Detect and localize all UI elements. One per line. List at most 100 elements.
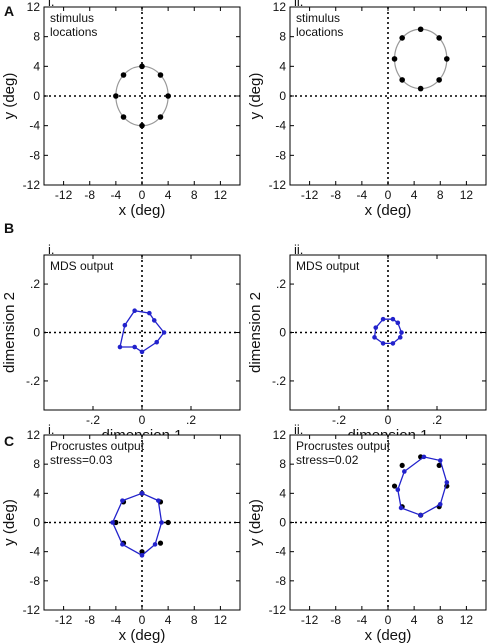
y-tick-label: 0 xyxy=(33,89,40,103)
y-tick-label: 4 xyxy=(33,59,40,73)
output-point xyxy=(161,330,167,335)
output-point xyxy=(437,501,443,507)
x-tick-label: -8 xyxy=(330,188,341,202)
panel-annotation: stimulus xyxy=(296,11,340,25)
x-tick-label: 0 xyxy=(385,188,392,202)
x-tick-label: .2 xyxy=(186,413,196,427)
x-tick-label: .2 xyxy=(432,413,442,427)
output-point xyxy=(110,520,115,525)
y-axis-label: dimension 2 xyxy=(1,292,18,373)
x-tick-label: -4 xyxy=(111,613,122,627)
stimulus-point xyxy=(120,72,127,78)
panel-annotation: Procrustes output xyxy=(296,439,391,453)
output-point xyxy=(402,469,407,474)
y-tick-label: 12 xyxy=(273,428,287,442)
output-point xyxy=(132,308,137,314)
y-tick-label: -8 xyxy=(29,148,40,162)
output-point xyxy=(139,553,145,558)
stimulus-point xyxy=(399,77,405,83)
row-letter-b: B xyxy=(4,220,14,236)
y-tick-label: -12 xyxy=(23,603,41,617)
x-tick-label: -4 xyxy=(111,188,122,202)
output-point xyxy=(132,344,137,350)
stimulus-point xyxy=(165,519,171,526)
y-tick-label: 0 xyxy=(279,326,286,340)
output-point xyxy=(390,316,396,322)
output-point xyxy=(122,322,128,328)
x-tick-label: 8 xyxy=(437,188,444,202)
y-tick-label: -4 xyxy=(275,119,286,133)
y-tick-label: -4 xyxy=(275,545,286,559)
x-tick-label: -4 xyxy=(357,188,368,202)
output-point xyxy=(151,318,157,323)
x-tick-label: 8 xyxy=(191,188,198,202)
output-point xyxy=(418,512,423,518)
stimulus-point xyxy=(165,93,171,99)
output-point xyxy=(117,344,123,350)
series-line xyxy=(119,309,165,353)
y-tick-label: 12 xyxy=(27,0,41,14)
x-tick-label: 12 xyxy=(460,613,474,627)
row-letter-c: C xyxy=(4,433,14,449)
output-point xyxy=(373,325,379,330)
stimulus-point xyxy=(436,35,442,41)
x-axis-label: x (deg) xyxy=(119,627,166,644)
output-point xyxy=(139,349,145,355)
x-tick-label: 8 xyxy=(437,613,444,627)
output-point xyxy=(397,335,403,340)
output-point xyxy=(152,542,158,547)
panel-annotation: Procrustes output xyxy=(50,439,145,453)
output-point xyxy=(399,330,404,335)
panel-annotation: MDS output xyxy=(296,259,360,273)
panel-c-ii: -12 -8 -4 0 4 8 12 -12 -8 -4 0 4 8 12 x (deg) y (deg) ii… xyxy=(247,422,487,644)
stimulus-point xyxy=(436,77,442,83)
y-tick-label: -.2 xyxy=(26,374,40,388)
stimulus-point xyxy=(157,72,164,78)
output-point xyxy=(444,480,450,485)
x-tick-label: 4 xyxy=(165,188,172,202)
stimulus-point xyxy=(157,540,164,546)
stimulus-point xyxy=(139,549,145,555)
y-tick-label: -.2 xyxy=(272,374,286,388)
stimulus-point xyxy=(399,35,405,41)
x-tick-label: -12 xyxy=(301,188,319,202)
x-tick-label: 12 xyxy=(214,188,228,202)
output-point xyxy=(120,498,125,503)
output-point xyxy=(380,316,386,322)
output-point xyxy=(395,320,401,326)
x-tick-label: -8 xyxy=(330,613,341,627)
y-tick-label: 8 xyxy=(279,30,286,44)
y-tick-label: -8 xyxy=(275,574,286,588)
x-tick-label: -12 xyxy=(55,188,73,202)
y-tick-label: 12 xyxy=(27,428,41,442)
x-tick-label: 0 xyxy=(139,413,146,427)
stimulus-point xyxy=(113,93,119,99)
x-axis-label: x (deg) xyxy=(365,627,412,644)
plot-frame xyxy=(43,6,241,186)
panel-a-ii: -12 -8 -4 0 4 8 12 -12 -8 -4 0 4 8 12 x (deg) y (deg) ii… xyxy=(247,0,487,219)
panel-numeral: i. xyxy=(48,0,55,9)
x-tick-label: 4 xyxy=(165,613,172,627)
stimulus-point xyxy=(139,122,145,129)
x-tick-label: -12 xyxy=(301,613,319,627)
x-axis-label: x (deg) xyxy=(119,202,166,219)
panel-annotation: stress=0.02 xyxy=(296,453,359,467)
y-tick-label: 0 xyxy=(279,89,286,103)
y-tick-label: .2 xyxy=(30,277,40,291)
y-tick-label: 12 xyxy=(273,0,287,14)
output-point xyxy=(437,458,443,463)
x-tick-label: -8 xyxy=(84,188,95,202)
panel-annotation: locations xyxy=(50,25,97,39)
panel-annotation: stress=0.03 xyxy=(50,453,113,467)
y-tick-label: -12 xyxy=(269,178,287,192)
stimulus-point xyxy=(391,56,398,62)
y-tick-label: -12 xyxy=(23,178,41,192)
row-letter-a: A xyxy=(4,3,14,19)
stimulus-point xyxy=(417,26,424,33)
x-axis-label: x (deg) xyxy=(365,202,412,219)
y-tick-label: 0 xyxy=(279,516,286,530)
y-tick-label: -8 xyxy=(29,574,40,588)
